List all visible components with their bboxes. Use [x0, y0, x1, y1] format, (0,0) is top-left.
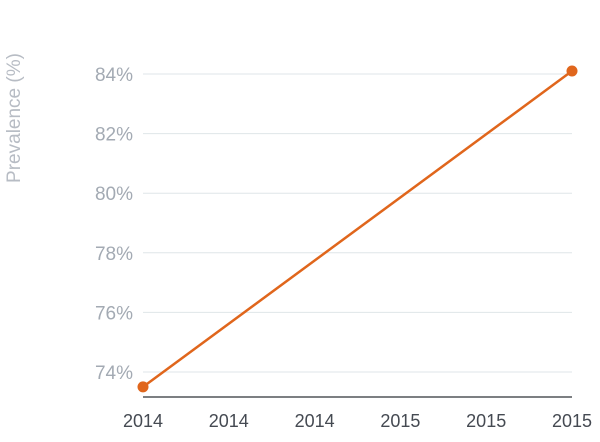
gridlines: [143, 73, 572, 373]
y-tick-label: 82%: [95, 125, 133, 146]
y-axis-label: Prevalence (%): [4, 53, 25, 183]
data-point: [137, 381, 149, 393]
y-tick-label: 76%: [95, 303, 133, 324]
x-tick-label: 2014: [123, 411, 163, 431]
y-tick-label: 74%: [95, 363, 133, 384]
x-tick-label: 2014: [295, 411, 335, 431]
y-axis-ticks: 74% 76% 78% 80% 82% 84%: [95, 65, 133, 384]
y-tick-label: 78%: [95, 244, 133, 265]
x-tick-label: 2015: [466, 411, 506, 431]
x-tick-label: 2014: [209, 411, 249, 431]
data-point: [566, 65, 578, 77]
y-tick-label: 84%: [95, 65, 133, 86]
series: [137, 65, 578, 393]
x-tick-label: 2015: [380, 411, 420, 431]
series-line: [142, 70, 573, 388]
x-tick-label: 2015: [552, 411, 592, 431]
y-tick-label: 80%: [95, 184, 133, 205]
x-axis-ticks: 2014 2014 2014 2015 2015 2015: [123, 411, 592, 431]
